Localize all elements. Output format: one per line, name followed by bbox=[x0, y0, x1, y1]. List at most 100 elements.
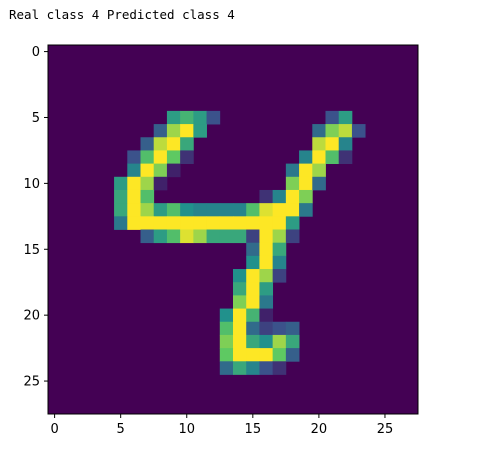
heatmap-cell bbox=[193, 124, 207, 138]
heatmap-cell bbox=[153, 176, 168, 191]
heatmap-cell bbox=[114, 189, 128, 204]
heatmap-cell bbox=[140, 176, 155, 191]
heatmap-cell bbox=[219, 361, 234, 375]
heatmap-cell bbox=[259, 361, 274, 375]
heatmap-cell bbox=[127, 163, 141, 178]
axes: 0 5 10 15 20 25 0 5 10 15 20 25 bbox=[23, 45, 393, 437]
heatmap-cell bbox=[233, 295, 247, 309]
heatmap-cell bbox=[259, 269, 274, 283]
heatmap-cell bbox=[206, 203, 221, 217]
heatmap-cell bbox=[219, 216, 234, 230]
heatmap-cell bbox=[285, 176, 300, 191]
heatmap-cell bbox=[140, 216, 155, 230]
heatmap-cell bbox=[127, 189, 141, 204]
heatmap-cell bbox=[299, 203, 313, 217]
heatmap-cell bbox=[259, 348, 274, 362]
heatmap-cell bbox=[272, 203, 287, 217]
heatmap-cell bbox=[299, 163, 313, 178]
heatmap-cell bbox=[114, 203, 128, 217]
plot-frame bbox=[47, 44, 419, 415]
x-tick-label: 15 bbox=[245, 422, 262, 437]
heatmap-cell bbox=[338, 137, 353, 151]
heatmap-cell bbox=[233, 282, 247, 296]
heatmap-cell bbox=[325, 150, 340, 165]
x-tick-label: 10 bbox=[178, 422, 195, 437]
heatmap-cell bbox=[233, 269, 247, 283]
heatmap-cell bbox=[246, 361, 260, 375]
heatmap-cell bbox=[180, 216, 194, 230]
heatmap-cell bbox=[272, 321, 287, 336]
heatmap-cell bbox=[285, 203, 300, 217]
heatmap-cell bbox=[312, 163, 326, 178]
heatmap-cell bbox=[246, 295, 260, 309]
heatmap-cell bbox=[246, 255, 260, 270]
heatmap-cell bbox=[246, 203, 260, 217]
heatmap-cell bbox=[338, 110, 353, 125]
heatmap-cell bbox=[259, 216, 274, 230]
heatmap-cells bbox=[48, 45, 418, 414]
heatmap-cell bbox=[140, 150, 155, 165]
heatmap-cell bbox=[272, 189, 287, 204]
heatmap-cell bbox=[180, 137, 194, 151]
heatmap-cell bbox=[140, 203, 155, 217]
heatmap-cell bbox=[325, 110, 340, 125]
heatmap-cell bbox=[219, 321, 234, 336]
heatmap-cell bbox=[246, 269, 260, 283]
heatmap-cell bbox=[285, 189, 300, 204]
y-tick-label: 25 bbox=[23, 375, 40, 390]
heatmap-cell bbox=[153, 150, 168, 165]
heatmap-cell bbox=[166, 150, 181, 165]
heatmap-cell bbox=[219, 334, 234, 349]
heatmap-cell bbox=[233, 361, 247, 375]
heatmap-cell bbox=[206, 216, 221, 230]
caption: Real class 4 Predicted class 4 bbox=[9, 7, 235, 22]
heatmap-cell bbox=[153, 124, 168, 138]
heatmap-cell bbox=[325, 137, 340, 151]
heatmap-cell bbox=[206, 110, 221, 125]
heatmap-cell bbox=[351, 124, 366, 138]
heatmap-cell bbox=[193, 110, 207, 125]
heatmap-cell bbox=[272, 255, 287, 270]
heatmap-cell bbox=[299, 150, 313, 165]
heatmap-cell bbox=[259, 308, 274, 323]
heatmap-cell bbox=[166, 124, 181, 138]
heatmap-cell bbox=[299, 176, 313, 191]
heatmap-cell bbox=[153, 229, 168, 244]
heatmap-cell bbox=[259, 334, 274, 349]
heatmap-cell bbox=[246, 242, 260, 257]
heatmap-cell bbox=[285, 163, 300, 178]
heatmap-cell bbox=[259, 295, 274, 309]
heatmap-cell bbox=[272, 229, 287, 244]
heatmap-cell bbox=[338, 150, 353, 165]
heatmap-cell bbox=[259, 229, 274, 244]
heatmap-cell bbox=[233, 216, 247, 230]
heatmap-cell bbox=[166, 216, 181, 230]
y-tick-label: 0 bbox=[32, 45, 40, 60]
heatmap-cell bbox=[114, 216, 128, 230]
x-tick-label: 5 bbox=[117, 422, 125, 437]
heatmap-cell bbox=[246, 216, 260, 230]
heatmap-cell bbox=[193, 216, 207, 230]
heatmap-cell bbox=[233, 308, 247, 323]
heatmap-cell bbox=[219, 308, 234, 323]
heatmap-cell bbox=[259, 321, 274, 336]
heatmap-cell bbox=[272, 269, 287, 283]
heatmap-cell bbox=[180, 229, 194, 244]
heatmap-cell bbox=[219, 229, 234, 244]
heatmap-cell bbox=[233, 203, 247, 217]
heatmap-cell bbox=[246, 308, 260, 323]
heatmap-cell bbox=[153, 137, 168, 151]
heatmap-cell bbox=[153, 203, 168, 217]
heatmap-cell bbox=[233, 348, 247, 362]
heatmap-cell bbox=[285, 229, 300, 244]
heatmap-cell bbox=[272, 334, 287, 349]
x-tick-label: 0 bbox=[50, 422, 58, 437]
heatmap-cell bbox=[166, 163, 181, 178]
heatmap-cell bbox=[219, 203, 234, 217]
heatmap-cell bbox=[233, 321, 247, 336]
heatmap-cell bbox=[114, 176, 128, 191]
heatmap-cell bbox=[272, 242, 287, 257]
heatmap-cell bbox=[259, 242, 274, 257]
heatmap-cell bbox=[153, 216, 168, 230]
